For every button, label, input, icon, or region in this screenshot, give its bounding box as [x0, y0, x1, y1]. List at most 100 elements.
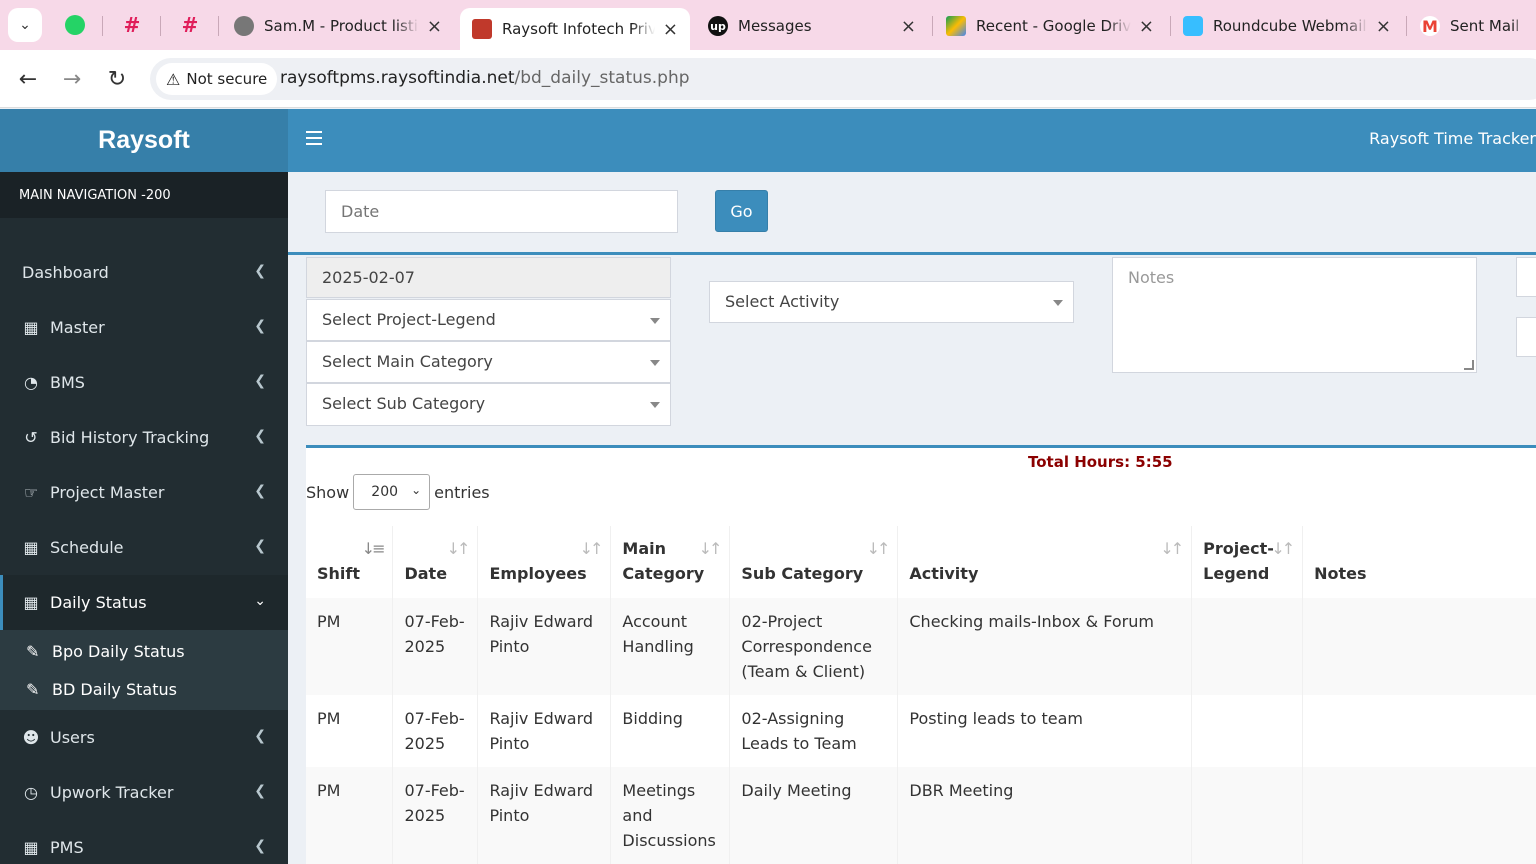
caret-down-icon: [650, 360, 660, 366]
sidebar-spacer: [0, 218, 288, 245]
app-brand-title: Raysoft Time Tracker: [1369, 129, 1536, 148]
tab-product-listing[interactable]: Sam.M - Product listin ×: [222, 8, 454, 44]
tab-label: Recent - Google Drive: [976, 17, 1131, 35]
activity-select[interactable]: Select Activity: [709, 281, 1074, 323]
cell-project-legend: [1191, 767, 1304, 864]
grid-icon: ▦: [23, 318, 39, 337]
forward-button[interactable]: →: [55, 62, 89, 96]
column-header-main-category[interactable]: Main Category ↓↑: [610, 526, 731, 598]
tab-search-button[interactable]: ⌄: [8, 8, 42, 42]
sidebar-item-users[interactable]: ☻ Users ❮: [0, 710, 288, 765]
tab-sent-mail[interactable]: M Sent Mail - su: [1408, 8, 1536, 44]
cell-shift: PM: [306, 695, 394, 767]
chevron-down-icon: ⌄: [411, 483, 422, 497]
sidebar-item-label: Upwork Tracker: [50, 783, 174, 802]
total-hours: Total Hours: 5:55: [1028, 453, 1173, 471]
tab-google-drive[interactable]: Recent - Google Drive ×: [934, 8, 1166, 44]
sidebar-subitem-bd-daily-status[interactable]: ✎ BD Daily Status: [0, 670, 288, 708]
cell-notes: [1302, 598, 1536, 695]
notes-textarea[interactable]: Notes: [1112, 257, 1477, 373]
close-icon[interactable]: ×: [662, 18, 678, 40]
tab-raysoft-infotech[interactable]: Raysoft Infotech Privat ×: [460, 8, 690, 50]
close-icon[interactable]: ×: [900, 15, 916, 37]
sort-icon: ↓↑: [1271, 539, 1295, 558]
column-header-sub-category[interactable]: Sub Category ↓↑: [729, 526, 899, 598]
reload-icon: ↻: [107, 66, 127, 92]
address-bar[interactable]: ⚠ Not secure raysoftpms.raysoftindia.net…: [150, 58, 1536, 100]
raysoft-favicon-icon: [472, 19, 492, 39]
sidebar-item-label: BMS: [50, 373, 85, 392]
back-button[interactable]: ←: [11, 62, 45, 96]
sidebar-item-schedule[interactable]: ▦ Schedule ❮: [0, 520, 288, 575]
column-header-date[interactable]: Date ↓↑: [392, 526, 479, 598]
sidebar-subitem-label: Bpo Daily Status: [52, 641, 185, 661]
sidebar-item-label: Bid History Tracking: [50, 428, 210, 447]
cell-sub-category: 02-Assigning Leads to Team: [729, 695, 899, 767]
url-text[interactable]: raysoftpms.raysoftindia.net/bd_daily_sta…: [280, 68, 690, 88]
top-navbar: Raysoft Time Tracker: [288, 109, 1536, 172]
notes-placeholder: Notes: [1128, 268, 1175, 287]
sidebar-item-bid-history[interactable]: ↺ Bid History Tracking ❮: [0, 410, 288, 465]
tab-label: Sent Mail - su: [1450, 17, 1524, 35]
sidebar-item-bms[interactable]: ◔ BMS ❮: [0, 355, 288, 410]
column-header-project-legend[interactable]: Project-Legend ↓↑: [1191, 526, 1304, 598]
close-icon[interactable]: ×: [1375, 15, 1391, 37]
column-header-employees[interactable]: Employees ↓↑: [477, 526, 612, 598]
cell-date: 07-Feb-2025: [392, 767, 479, 864]
tab-roundcube[interactable]: Roundcube Webmail : ×: [1171, 8, 1403, 44]
project-legend-select[interactable]: Select Project-Legend: [306, 299, 671, 341]
sidebar-item-pms[interactable]: ▦ PMS ❮: [0, 820, 288, 864]
sidebar-item-daily-status[interactable]: ▦ Daily Status ⌄: [0, 575, 288, 630]
close-icon[interactable]: ×: [1138, 15, 1154, 37]
entries-select[interactable]: 200 ⌄: [353, 474, 431, 510]
sidebar-subitem-bpo-daily-status[interactable]: ✎ Bpo Daily Status: [0, 632, 288, 670]
pinned-tab-slack-2[interactable]: #: [170, 10, 210, 40]
calendar-icon: ▦: [23, 838, 39, 857]
sidebar-toggle-icon[interactable]: [306, 131, 322, 145]
chevron-left-icon: ❮: [254, 538, 266, 554]
column-header-notes[interactable]: Notes: [1302, 526, 1536, 598]
tab-messages[interactable]: up Messages ×: [696, 8, 928, 44]
reload-button[interactable]: ↻: [100, 62, 134, 96]
resize-grip-icon[interactable]: [1464, 360, 1474, 370]
date-filter-input[interactable]: [325, 190, 678, 233]
sidebar-item-project-master[interactable]: ☞ Project Master ❮: [0, 465, 288, 520]
table-icon: ▦: [23, 593, 39, 612]
clock-icon: ◷: [24, 783, 38, 802]
sidebar: MAIN NAVIGATION -200 Dashboard ❮ ▦ Maste…: [0, 172, 288, 864]
cell-sub-category: Daily Meeting: [729, 767, 899, 864]
cell-employee: Rajiv Edward Pinto: [477, 598, 612, 695]
sidebar-item-label: Daily Status: [50, 593, 147, 612]
minutes-input[interactable]: [1516, 317, 1536, 357]
pinned-tab-slack-1[interactable]: #: [112, 10, 152, 40]
hand-pointer-icon: ☞: [23, 483, 39, 502]
chevron-left-icon: ❮: [254, 263, 266, 279]
tab-separator: [1170, 16, 1171, 36]
column-header-label: Notes: [1314, 564, 1367, 583]
upwork-icon: up: [708, 16, 728, 36]
status-table-box: Total Hours: 5:55 Show 200 ⌄ entries Shi…: [306, 445, 1536, 864]
arrow-right-icon: →: [62, 66, 82, 92]
hours-input[interactable]: [1516, 257, 1536, 297]
pinned-tab-whatsapp[interactable]: [55, 10, 95, 40]
column-header-activity[interactable]: Activity ↓↑: [897, 526, 1193, 598]
column-header-label: Sub Category: [741, 564, 864, 583]
caret-down-icon: [1053, 300, 1063, 306]
globe-icon: [234, 16, 254, 36]
tab-separator: [932, 16, 933, 36]
column-header-label: Date: [404, 564, 448, 583]
app-logo[interactable]: Raysoft: [0, 109, 288, 172]
sidebar-header: MAIN NAVIGATION -200: [0, 172, 288, 218]
sub-category-select[interactable]: Select Sub Category: [306, 383, 671, 426]
go-button[interactable]: Go: [715, 190, 768, 232]
sidebar-item-upwork-tracker[interactable]: ◷ Upwork Tracker ❮: [0, 765, 288, 820]
sidebar-item-dashboard[interactable]: Dashboard ❮: [0, 245, 288, 300]
column-header-shift[interactable]: Shift ↓≡: [306, 526, 394, 598]
site-security-chip[interactable]: ⚠ Not secure: [156, 63, 278, 95]
history-icon: ↺: [24, 428, 38, 447]
main-category-select[interactable]: Select Main Category: [306, 341, 671, 383]
close-icon[interactable]: ×: [426, 15, 442, 37]
tab-label: Raysoft Infotech Privat: [502, 20, 655, 38]
cell-shift: PM: [306, 767, 394, 864]
sidebar-item-master[interactable]: ▦ Master ❮: [0, 300, 288, 355]
